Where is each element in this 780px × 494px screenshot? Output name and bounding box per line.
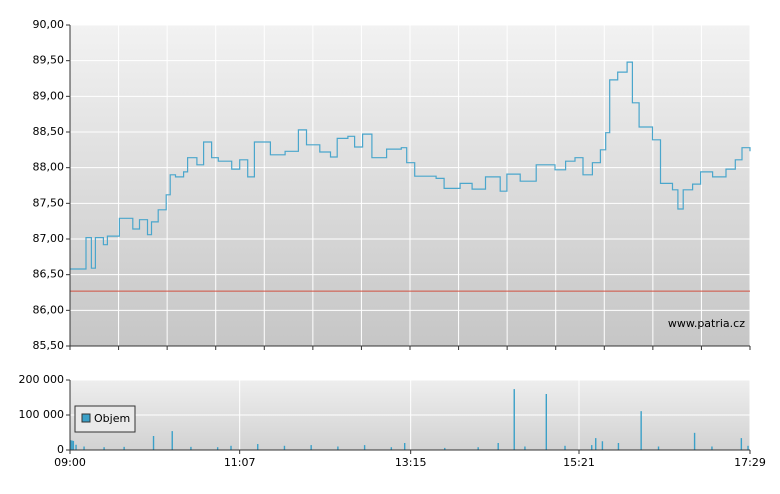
volume-bar [363, 445, 366, 450]
volume-bar [190, 446, 192, 450]
y-tick-label: 200 000 [19, 373, 65, 386]
volume-bar [83, 446, 85, 450]
volume-bar [477, 447, 479, 450]
y-tick-label: 89,50 [33, 54, 65, 67]
y-tick-label: 87,50 [33, 196, 65, 209]
volume-bar [337, 446, 339, 450]
volume-bar [152, 436, 155, 450]
x-tick-label: 13:15 [395, 456, 427, 469]
volume-bar [390, 447, 393, 450]
y-tick-label: 87,00 [33, 232, 65, 245]
watermark: www.patria.cz [668, 317, 745, 330]
volume-bar [497, 443, 499, 450]
volume-bar [711, 446, 713, 450]
x-tick-label: 15:21 [563, 456, 595, 469]
volume-bar [564, 445, 566, 450]
volume-bar [693, 432, 696, 450]
volume-bar [71, 440, 73, 450]
volume-bar [75, 444, 77, 450]
legend: Objem [74, 405, 136, 433]
y-tick-label: 100 000 [19, 408, 65, 421]
volume-bar [617, 443, 620, 450]
x-tick-label: 17:29 [734, 456, 766, 469]
volume-bar [257, 444, 259, 450]
volume-bar [70, 440, 72, 450]
volume-bar [524, 446, 526, 450]
volume-bar [545, 394, 547, 450]
y-tick-label: 86,00 [33, 303, 65, 316]
volume-bar [283, 445, 286, 450]
x-tick-label: 09:00 [54, 456, 86, 469]
volume-bar [601, 441, 604, 450]
volume-bar [230, 445, 232, 450]
legend-swatch [81, 413, 91, 423]
y-tick-label: 88,00 [33, 161, 65, 174]
volume-bar [657, 446, 660, 450]
volume-bar [513, 389, 515, 450]
y-tick-label: 85,50 [33, 339, 65, 352]
y-tick-label: 88,50 [33, 125, 65, 138]
volume-bar [171, 431, 173, 450]
y-tick-label: 90,00 [33, 18, 65, 31]
volume-bar [72, 440, 75, 450]
volume-bar [123, 446, 125, 450]
legend-label: Objem [94, 412, 130, 425]
volume-bar [591, 445, 593, 450]
y-tick-label: 89,00 [33, 89, 65, 102]
volume-bar [103, 447, 105, 450]
volume-bar [740, 438, 743, 450]
volume-bar [216, 447, 219, 450]
y-tick-label: 86,50 [33, 268, 65, 281]
price-line [70, 61, 751, 270]
x-tick-label: 11:07 [224, 456, 256, 469]
volume-bar [747, 445, 749, 450]
volume-bar [595, 438, 597, 450]
volume-bar [640, 411, 642, 450]
volume-bar [444, 447, 446, 450]
volume-bar [310, 445, 312, 450]
volume-bar [403, 443, 406, 450]
y-tick-label: 0 [57, 443, 64, 456]
